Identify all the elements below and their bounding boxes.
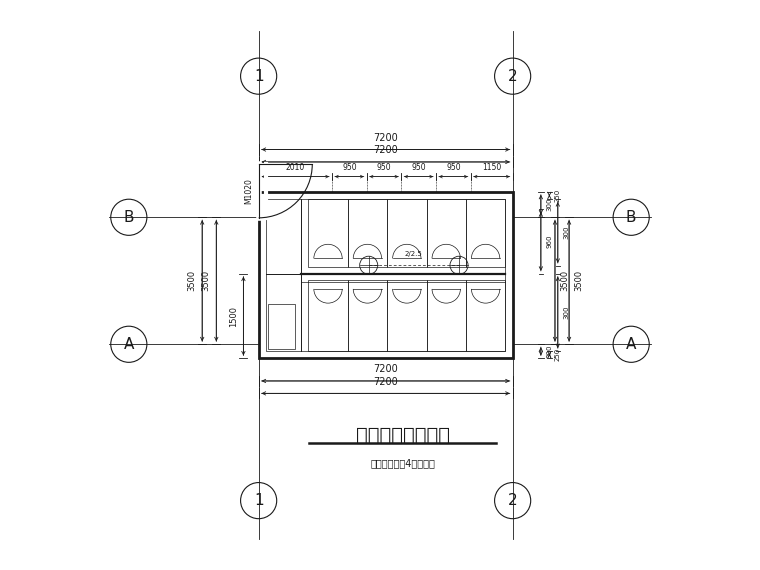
Text: 3500: 3500 xyxy=(561,270,570,291)
Bar xyxy=(466,199,505,267)
Text: 950: 950 xyxy=(377,162,391,172)
Bar xyxy=(387,280,426,351)
Bar xyxy=(387,199,426,267)
Text: 3500: 3500 xyxy=(575,270,584,291)
Text: 950: 950 xyxy=(342,162,356,172)
Text: 2010: 2010 xyxy=(286,162,305,172)
Text: 1: 1 xyxy=(254,68,264,84)
Text: 300: 300 xyxy=(563,226,569,239)
Text: 2/2.5: 2/2.5 xyxy=(405,251,423,257)
Text: M1020: M1020 xyxy=(244,178,253,204)
Text: 1500: 1500 xyxy=(229,306,238,327)
Bar xyxy=(268,304,295,349)
Text: 1150: 1150 xyxy=(482,162,502,172)
Bar xyxy=(426,199,466,267)
Text: 250: 250 xyxy=(555,348,561,361)
Text: 950: 950 xyxy=(411,162,426,172)
Bar xyxy=(466,280,505,351)
Bar xyxy=(258,192,513,359)
Text: 250: 250 xyxy=(555,189,561,202)
Text: 300: 300 xyxy=(546,198,553,211)
Text: 3500: 3500 xyxy=(201,270,211,291)
Text: 7200: 7200 xyxy=(373,364,398,374)
Text: 一至四层（共4间厕所）: 一至四层（共4间厕所） xyxy=(370,458,435,468)
Text: 2: 2 xyxy=(508,68,518,84)
Text: A: A xyxy=(626,337,636,352)
Bar xyxy=(266,199,505,351)
Text: 3500: 3500 xyxy=(188,270,197,291)
Bar xyxy=(348,199,387,267)
Text: 7200: 7200 xyxy=(373,145,398,155)
Bar xyxy=(309,280,348,351)
Text: 960: 960 xyxy=(546,235,553,249)
Text: A: A xyxy=(124,337,134,352)
Text: 300: 300 xyxy=(563,306,569,319)
Bar xyxy=(309,199,348,267)
Text: 300: 300 xyxy=(546,345,553,358)
Bar xyxy=(348,280,387,351)
Text: 2: 2 xyxy=(508,493,518,508)
Bar xyxy=(426,280,466,351)
Text: 7200: 7200 xyxy=(373,377,398,386)
Text: 950: 950 xyxy=(446,162,461,172)
Text: B: B xyxy=(626,210,636,225)
Text: B: B xyxy=(124,210,134,225)
Text: 女厕所照明平面图: 女厕所照明平面图 xyxy=(356,426,450,445)
Text: 7200: 7200 xyxy=(373,133,398,142)
Text: 1: 1 xyxy=(254,493,264,508)
